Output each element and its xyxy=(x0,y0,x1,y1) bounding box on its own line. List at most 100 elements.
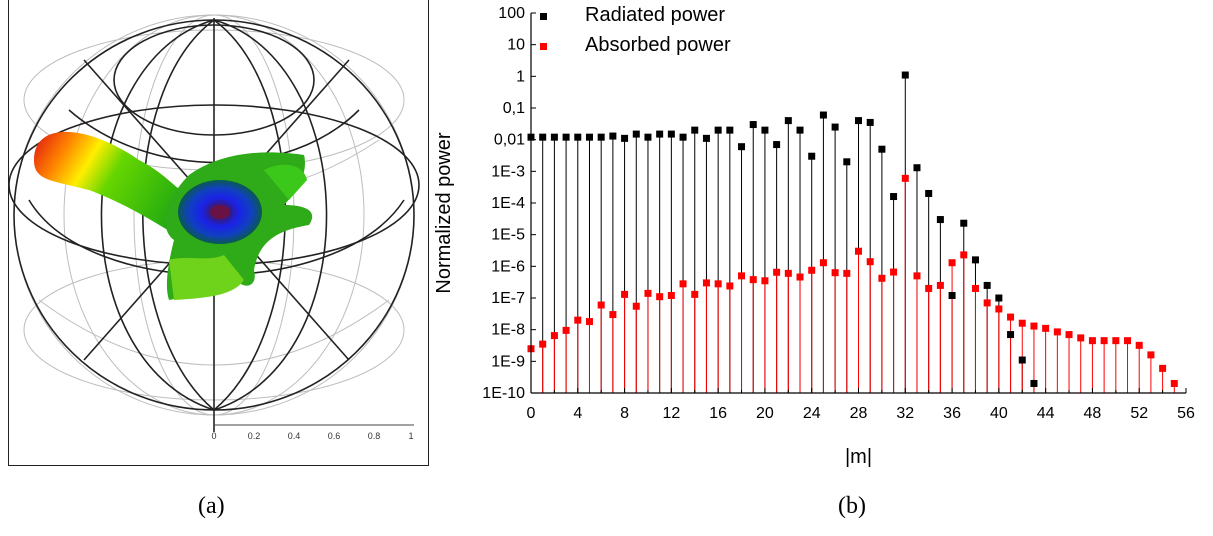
y-tick-label: 0,1 xyxy=(503,100,525,117)
absorbed-point xyxy=(1077,334,1085,342)
y-tick-label: 1E-8 xyxy=(491,322,525,339)
absorbed-point xyxy=(609,311,617,319)
absorbed-point xyxy=(784,269,792,277)
absorbed-point xyxy=(1112,337,1120,345)
absorbed-point xyxy=(936,281,944,289)
absorbed-point xyxy=(714,280,722,288)
absorbed-point xyxy=(632,302,640,310)
absorbed-point xyxy=(913,272,921,280)
radiated-point xyxy=(878,145,886,153)
radiated-point xyxy=(855,117,862,125)
radiated-point xyxy=(702,134,710,142)
radiated-point xyxy=(574,133,582,141)
absorbed-point xyxy=(1007,313,1015,321)
absorbed-point xyxy=(960,251,968,259)
x-tick-label: 4 xyxy=(573,405,582,422)
y-tick-label: 1E-9 xyxy=(491,353,525,370)
absorbed-point xyxy=(983,299,991,307)
radiated-point xyxy=(1018,356,1026,364)
radiated-point xyxy=(679,133,687,141)
radiated-point xyxy=(726,126,734,134)
radiation-pattern-panel: 0 0.2 0.4 0.6 0.8 1 xyxy=(8,0,429,466)
absorbed-point xyxy=(866,258,874,266)
radiated-point xyxy=(1030,379,1038,387)
radiation-pattern-image: 0 0.2 0.4 0.6 0.8 1 xyxy=(9,14,420,441)
radiated-point xyxy=(808,152,816,160)
absorbed-point xyxy=(831,269,839,277)
radiated-point xyxy=(609,132,617,140)
scale-tick-label: 0 xyxy=(211,431,216,441)
radiated-point xyxy=(971,256,979,264)
legend-marker-radiated xyxy=(540,13,547,20)
absorbed-point xyxy=(843,269,851,277)
radiated-point xyxy=(995,294,1003,302)
absorbed-point xyxy=(679,280,687,288)
y-axis-title: Normalized power xyxy=(433,132,455,294)
radiated-point xyxy=(597,133,605,141)
legend: Radiated power Absorbed power xyxy=(540,4,731,56)
absorbed-point xyxy=(773,268,781,276)
y-tick-label: 1E-4 xyxy=(491,195,525,212)
absorbed-point xyxy=(738,272,746,280)
y-tick-label: 10 xyxy=(507,37,525,54)
scale-tick-label: 0.8 xyxy=(368,431,381,441)
absorbed-point xyxy=(808,266,816,274)
legend-marker-absorbed xyxy=(540,43,547,50)
scale-tick-label: 0.4 xyxy=(288,431,301,441)
absorbed-point xyxy=(1030,322,1038,330)
radiated-point xyxy=(819,111,827,119)
absorbed-point xyxy=(1100,337,1108,345)
radiated-point xyxy=(714,126,722,134)
absorbed-point xyxy=(925,284,933,292)
absorbed-point xyxy=(1018,319,1026,327)
absorbed-point xyxy=(667,291,675,299)
absorbed-point xyxy=(562,326,570,334)
absorbed-point xyxy=(597,301,605,309)
radiated-point xyxy=(866,118,874,126)
absorbed-point xyxy=(726,282,734,290)
radiation-lobes xyxy=(34,131,313,300)
legend-label-radiated: Radiated power xyxy=(585,4,725,26)
radiated-point xyxy=(644,133,652,141)
radiated-point xyxy=(913,164,921,172)
radiated-point xyxy=(667,130,675,138)
power-chart: 0 4 8 12 16 20 24 28 32 36 40 44 48 52 561E-101E-91E-8… xyxy=(433,4,1195,468)
absorbed-point xyxy=(702,279,710,287)
dark-grid xyxy=(9,18,420,432)
y-tick-label: 1E-6 xyxy=(491,258,525,275)
data-points xyxy=(527,71,1178,387)
y-tick-label: 1E-3 xyxy=(491,163,525,180)
absorbed-point xyxy=(749,276,757,284)
radiated-point xyxy=(749,121,757,129)
absorbed-point xyxy=(819,259,827,267)
radiated-point xyxy=(585,133,593,141)
y-tick-label: 100 xyxy=(498,5,525,22)
y-tick-label: 1E-10 xyxy=(482,385,525,402)
axes: 0 4 8 12 16 20 24 28 32 36 40 44 48 52 561E-101E-91E-8… xyxy=(482,5,1195,422)
radiated-point xyxy=(1007,331,1015,339)
absorbed-point xyxy=(585,318,593,326)
x-tick-label: 16 xyxy=(709,405,727,422)
absorbed-point xyxy=(1135,341,1143,349)
radiated-point xyxy=(550,133,558,141)
radiated-point xyxy=(831,123,839,131)
absorbed-point xyxy=(890,268,898,276)
radiated-point xyxy=(773,141,781,149)
absorbed-point xyxy=(855,247,862,255)
x-tick-label: 20 xyxy=(756,405,774,422)
absorbed-point xyxy=(574,316,582,324)
absorbed-point xyxy=(1088,337,1096,345)
radiated-point xyxy=(948,291,956,299)
caption-a: (a) xyxy=(198,493,225,519)
power-chart-panel: 0 4 8 12 16 20 24 28 32 36 40 44 48 52 56 1E-10 1E-9 1E-8… xyxy=(420,0,1213,500)
radiated-point xyxy=(901,71,909,79)
radiated-point xyxy=(843,158,851,166)
x-tick-label: 36 xyxy=(943,405,961,422)
absorbed-point xyxy=(995,305,1003,313)
x-tick-label: 56 xyxy=(1177,405,1195,422)
x-tick-label: 52 xyxy=(1130,405,1148,422)
absorbed-point xyxy=(1170,379,1178,387)
absorbed-point xyxy=(691,290,699,298)
absorbed-point xyxy=(1147,351,1155,359)
radiated-point xyxy=(539,133,547,141)
